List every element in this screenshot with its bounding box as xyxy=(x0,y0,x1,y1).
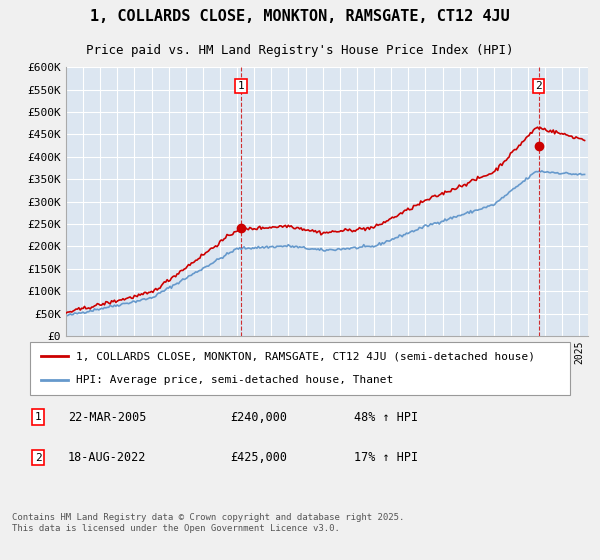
Text: 18-AUG-2022: 18-AUG-2022 xyxy=(68,451,146,464)
Text: 1, COLLARDS CLOSE, MONKTON, RAMSGATE, CT12 4JU (semi-detached house): 1, COLLARDS CLOSE, MONKTON, RAMSGATE, CT… xyxy=(76,352,535,362)
Text: 1: 1 xyxy=(238,81,244,91)
Text: Contains HM Land Registry data © Crown copyright and database right 2025.
This d: Contains HM Land Registry data © Crown c… xyxy=(12,514,404,533)
Text: 48% ↑ HPI: 48% ↑ HPI xyxy=(354,410,418,423)
Text: £240,000: £240,000 xyxy=(230,410,287,423)
Text: £425,000: £425,000 xyxy=(230,451,287,464)
Text: HPI: Average price, semi-detached house, Thanet: HPI: Average price, semi-detached house,… xyxy=(76,375,393,385)
Text: Price paid vs. HM Land Registry's House Price Index (HPI): Price paid vs. HM Land Registry's House … xyxy=(86,44,514,57)
Text: 2: 2 xyxy=(536,81,542,91)
FancyBboxPatch shape xyxy=(30,342,570,395)
Text: 1: 1 xyxy=(35,412,41,422)
Text: 17% ↑ HPI: 17% ↑ HPI xyxy=(354,451,418,464)
Text: 1, COLLARDS CLOSE, MONKTON, RAMSGATE, CT12 4JU: 1, COLLARDS CLOSE, MONKTON, RAMSGATE, CT… xyxy=(90,10,510,24)
Text: 22-MAR-2005: 22-MAR-2005 xyxy=(68,410,146,423)
Text: 2: 2 xyxy=(35,452,41,463)
